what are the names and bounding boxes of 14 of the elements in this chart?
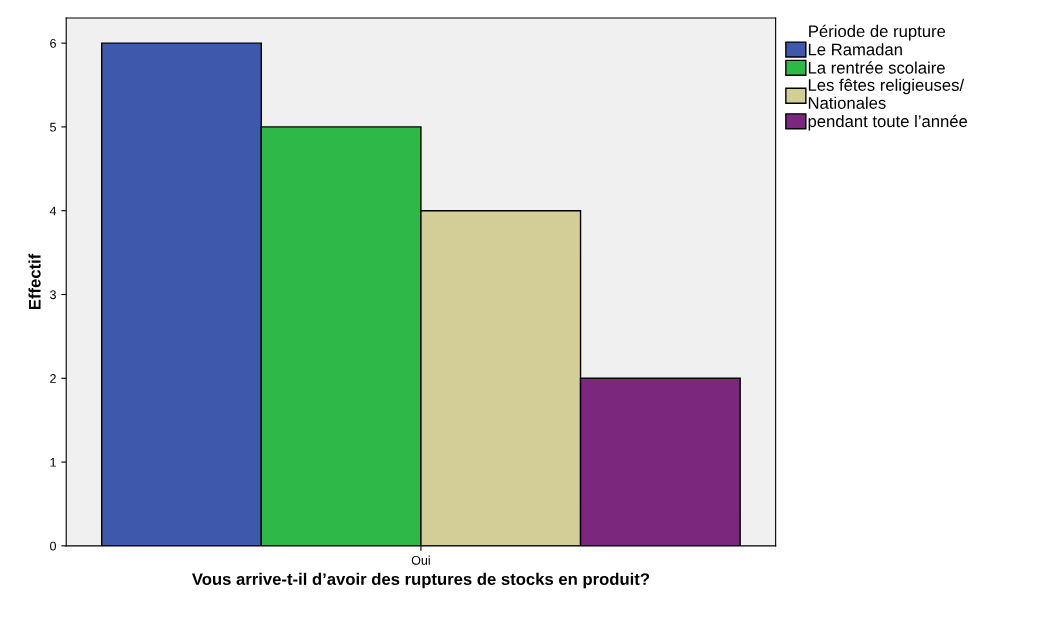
y-tick-label: 2: [50, 374, 56, 383]
x-axis-title: Vous arrive-t-il d’avoir des ruptures de stocks en produit?: [191, 572, 650, 589]
y-tick-label: 5: [50, 122, 56, 132]
legend-label: La rentrée scolaire: [808, 61, 945, 74]
legend-label: pendant toute l’année: [808, 114, 968, 131]
y-axis-title: Effectif: [28, 253, 41, 310]
legend-title: Période de rupture: [809, 24, 946, 41]
x-tick-label: Oui: [411, 555, 430, 565]
y-tick-label: 3: [50, 290, 56, 300]
legend-label: Le Ramadan: [808, 43, 902, 56]
y-tick-label: 1: [50, 458, 56, 467]
y-tick-label: 4: [49, 206, 57, 216]
y-tick-label: 0: [50, 541, 56, 551]
y-tick-label: 6: [50, 38, 56, 48]
